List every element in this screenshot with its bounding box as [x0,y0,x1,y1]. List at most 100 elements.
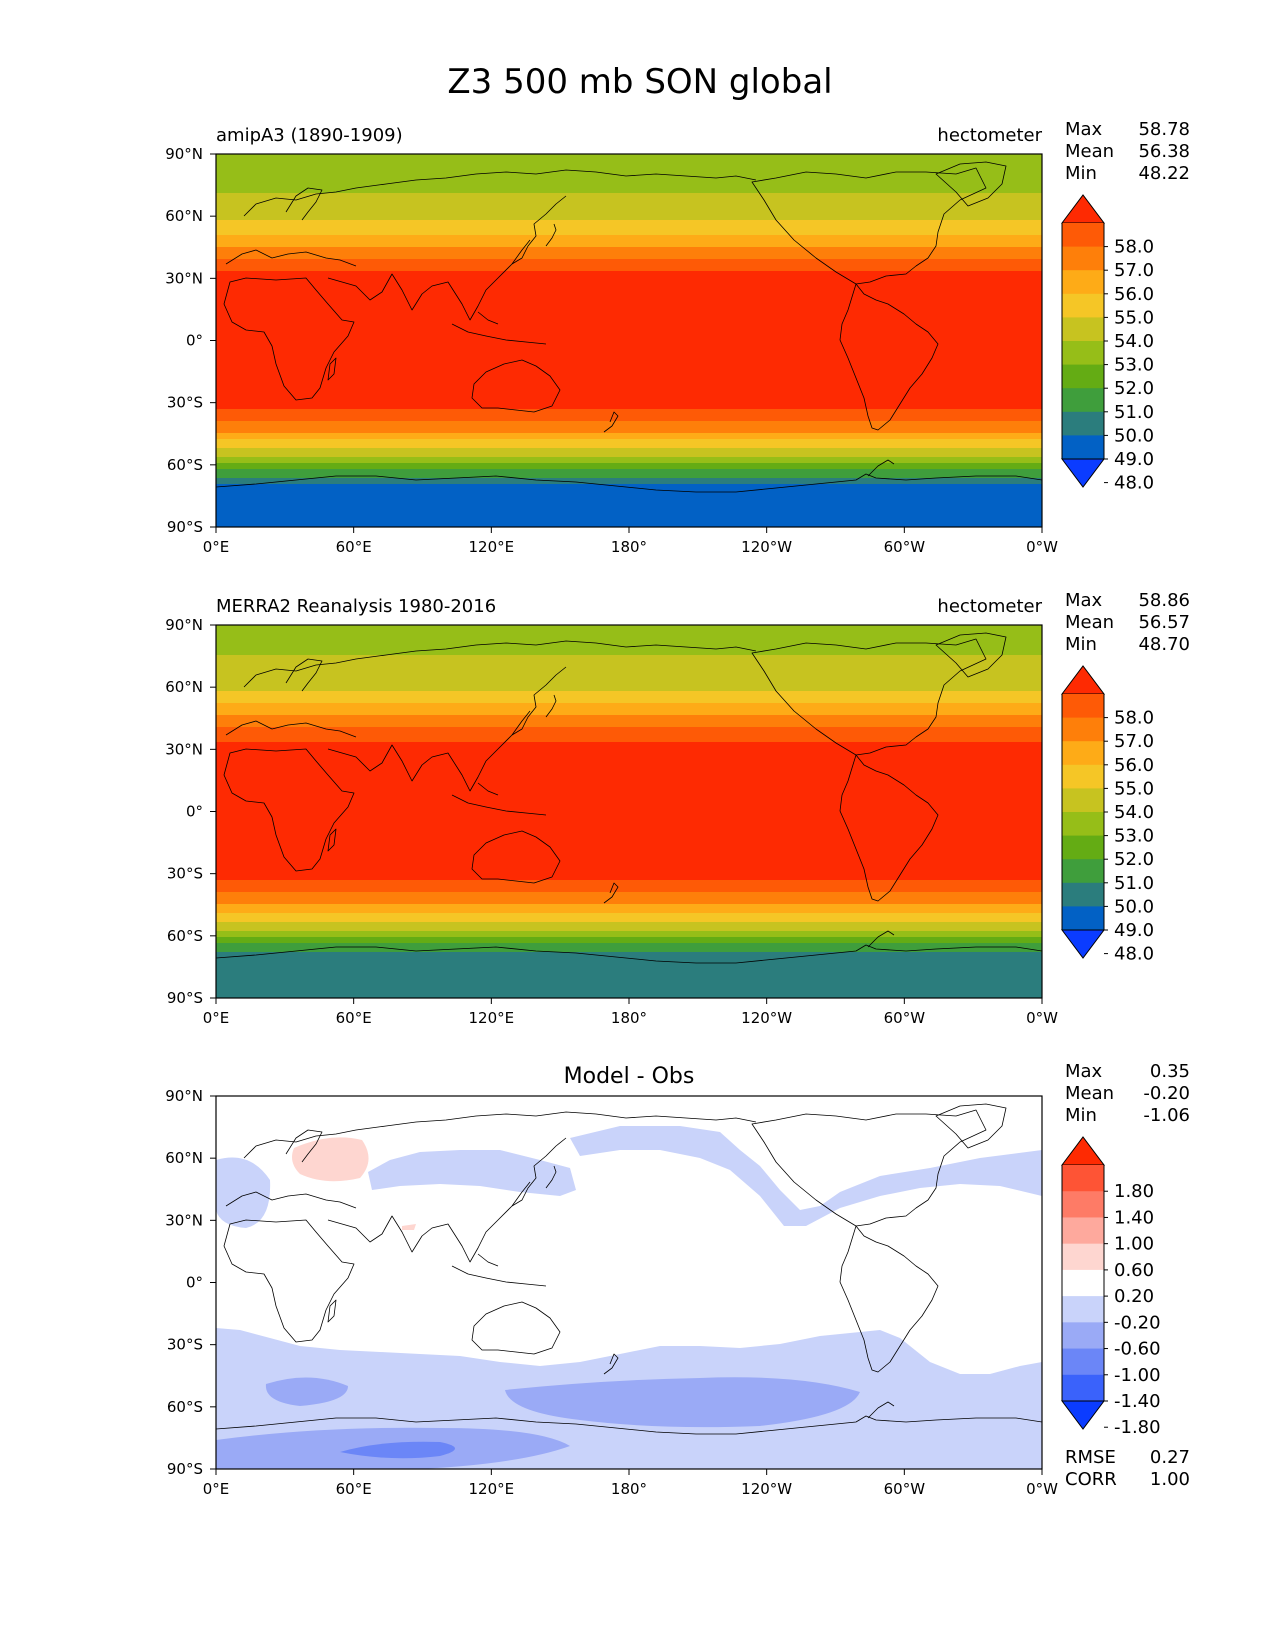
contour-band [216,166,1042,170]
contour-band [216,898,1042,902]
colorbar-segment [1062,1348,1104,1376]
colorbar-tick-label: 0.20 [1114,1286,1154,1307]
contour-band [216,739,1042,743]
contour-band [216,904,1042,908]
contour-band [216,448,1042,452]
colorbar: 58.057.0 56.055.0 54.0 53.052.0 51.050.0 49.0… [1061,665,1154,965]
contour-band [216,637,1042,641]
contour-band [216,424,1042,428]
colorbar-extend-min [1061,458,1105,488]
colorbar-tick-label: 58.0 [1114,237,1154,258]
contour-band [216,172,1042,176]
contour-band [216,838,1042,842]
y-tick-label: 60°S [167,1398,203,1416]
contour-band [216,238,1042,242]
y-tick-label: 90°N [165,616,203,634]
contour-band [216,403,1042,407]
contour-band [216,442,1042,446]
contour-band [216,877,1042,881]
contour-band [216,640,1042,644]
colorbar-tick-label: 1.80 [1114,1181,1154,1202]
contour-band [216,823,1042,827]
colorbar-segment [1062,1269,1104,1297]
contour-band [216,862,1042,866]
y-tick-label: 30°S [167,394,203,412]
contour-band [216,226,1042,230]
contour-band [216,763,1042,767]
colorbar-segment [1062,388,1104,413]
contour-band [216,193,1042,197]
contour-band [216,970,1042,974]
contour-band [216,298,1042,302]
contour-band [216,634,1042,638]
contour-band [216,331,1042,335]
stat-min-value: 48.22 [1138,163,1190,184]
contour-band [216,760,1042,764]
contour-band [216,385,1042,389]
x-tick-label: 0°W [1026,1009,1058,1027]
contour-band [216,769,1042,773]
contour-band [216,199,1042,203]
x-tick-label: 0°E [203,538,230,556]
stat-mean-value: -0.20 [1143,1083,1190,1104]
y-tick-label: 30°S [167,865,203,883]
contour-band [216,709,1042,713]
colorbar-tick-label: 52.0 [1114,849,1154,870]
contour-band [216,475,1042,479]
contour-band [216,214,1042,218]
colorbar-extend-max [1061,665,1105,695]
colorbar-tick-label: 57.0 [1114,260,1154,281]
contour-band [216,421,1042,425]
contour-band [216,322,1042,326]
contour-band [216,691,1042,695]
contour-band [216,418,1042,422]
contour-band [216,952,1042,956]
colorbar-segment [1062,788,1104,813]
colorbar-segment [1062,1296,1104,1323]
x-tick-label: 120°E [469,1009,515,1027]
colorbar-segment [1062,435,1104,460]
contour-band [216,658,1042,662]
contour-band [216,400,1042,404]
contour-band [216,784,1042,788]
contour-band [216,481,1042,485]
stat-max-label: Max [1065,590,1103,611]
contour-band [216,865,1042,869]
y-tick-label: 60°N [165,207,203,225]
contour-band [216,988,1042,992]
contour-band [216,502,1042,506]
contour-band [216,250,1042,254]
stat-max-label: Max [1065,119,1103,140]
y-tick-label: 90°S [167,989,203,1007]
diff-region-south-patch-2 [505,1377,860,1428]
colorbar-segment [1062,1217,1104,1245]
x-tick-label: 0°E [203,1009,230,1027]
stat-corr-value: 1.00 [1150,1469,1190,1490]
contour-band [216,376,1042,380]
colorbar-tick-label: 51.0 [1114,873,1154,894]
contour-band [216,184,1042,188]
contour-band [216,283,1042,287]
contour-band [216,265,1042,269]
contour-band [216,748,1042,752]
contour-band [216,154,1042,158]
x-tick-label: 120°W [741,1009,792,1027]
contour-band [216,412,1042,416]
contour-band [216,499,1042,503]
colorbar-segment [1062,741,1104,766]
contour-band [216,415,1042,419]
colorbar-tick-label: 53.0 [1114,355,1154,376]
contour-band [216,430,1042,434]
contour-band [216,427,1042,431]
x-tick-label: 180° [611,1009,647,1027]
contour-band [216,775,1042,779]
contour-band [216,202,1042,206]
y-tick-label: 90°S [167,1460,203,1478]
contour-band [216,241,1042,245]
contour-band [216,808,1042,812]
contour-band [216,286,1042,290]
contour-band [216,712,1042,716]
contour-band [216,982,1042,986]
colorbar-extend-min [1061,929,1105,959]
contour-band [216,928,1042,932]
